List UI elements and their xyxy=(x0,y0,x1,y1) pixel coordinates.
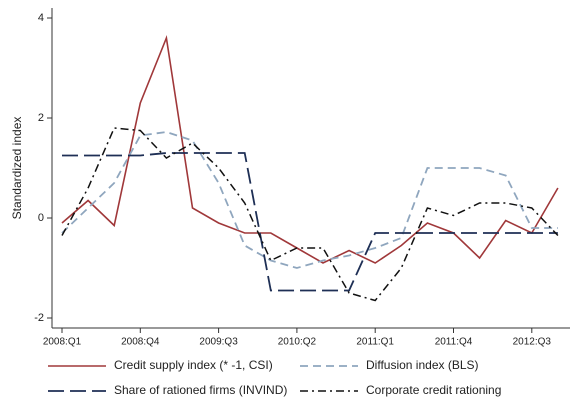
x-tick-label: 2010:Q2 xyxy=(278,337,317,348)
y-tick-label: 2 xyxy=(38,112,44,124)
legend-label: Share of rationed firms (INVIND) xyxy=(114,383,287,397)
x-tick-label: 2009:Q3 xyxy=(199,337,238,348)
series-line xyxy=(61,127,559,302)
y-axis-label: Standardized index xyxy=(10,117,24,220)
series-line xyxy=(61,131,558,269)
y-tick-label: -2 xyxy=(34,312,44,324)
legend-label: Diffusion index (BLS) xyxy=(366,358,479,372)
x-tick-label: 2008:Q4 xyxy=(121,337,160,348)
y-tick-label: 4 xyxy=(38,12,44,24)
y-tick-label: 0 xyxy=(38,212,44,224)
x-tick-label: 2011:Q4 xyxy=(435,337,473,348)
legend-label: Corporate credit rationing xyxy=(366,383,501,397)
x-tick-label: 2008:Q1 xyxy=(43,337,82,348)
series-line xyxy=(61,34,559,264)
x-tick-label: 2012:Q3 xyxy=(513,337,552,348)
series-line xyxy=(62,152,558,292)
legend-label: Credit supply index (* -1, CSI) xyxy=(114,358,273,372)
x-tick-label: 2011:Q1 xyxy=(356,337,394,348)
